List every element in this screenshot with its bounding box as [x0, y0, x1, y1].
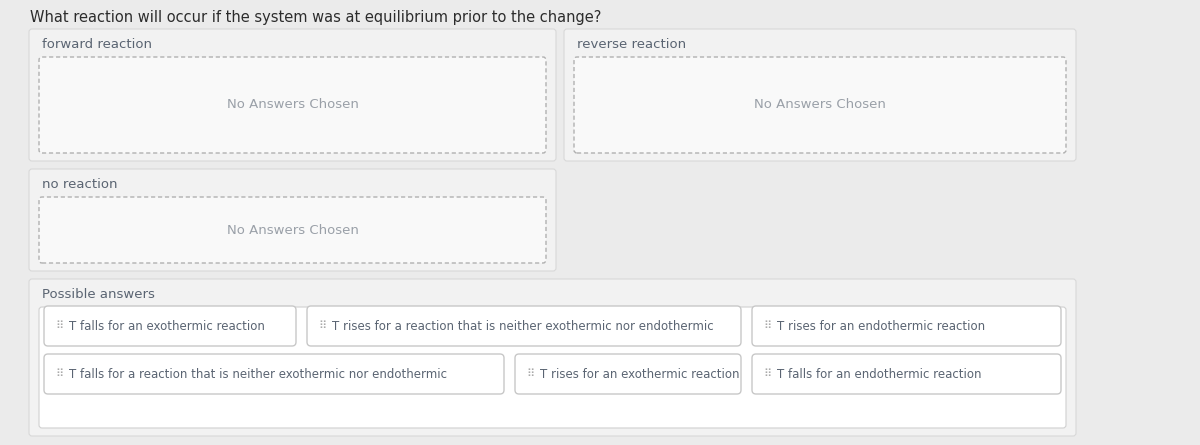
Text: forward reaction: forward reaction — [42, 38, 152, 51]
FancyBboxPatch shape — [44, 306, 296, 346]
Text: T rises for a reaction that is neither exothermic nor endothermic: T rises for a reaction that is neither e… — [332, 320, 714, 332]
FancyBboxPatch shape — [752, 306, 1061, 346]
Text: T falls for a reaction that is neither exothermic nor endothermic: T falls for a reaction that is neither e… — [70, 368, 446, 380]
Text: ⠿: ⠿ — [526, 369, 534, 379]
Text: No Answers Chosen: No Answers Chosen — [227, 98, 359, 112]
FancyBboxPatch shape — [38, 57, 546, 153]
Text: no reaction: no reaction — [42, 178, 118, 191]
Text: T falls for an exothermic reaction: T falls for an exothermic reaction — [70, 320, 265, 332]
FancyBboxPatch shape — [44, 354, 504, 394]
FancyBboxPatch shape — [564, 29, 1076, 161]
Text: T rises for an endothermic reaction: T rises for an endothermic reaction — [778, 320, 985, 332]
FancyBboxPatch shape — [515, 354, 742, 394]
FancyBboxPatch shape — [38, 197, 546, 263]
Text: ⠿: ⠿ — [55, 321, 64, 331]
Text: ⠿: ⠿ — [763, 321, 772, 331]
FancyBboxPatch shape — [29, 279, 1076, 436]
FancyBboxPatch shape — [574, 57, 1066, 153]
Text: No Answers Chosen: No Answers Chosen — [227, 223, 359, 236]
Text: ⠿: ⠿ — [318, 321, 326, 331]
FancyBboxPatch shape — [307, 306, 742, 346]
Text: reverse reaction: reverse reaction — [577, 38, 686, 51]
FancyBboxPatch shape — [38, 307, 1066, 428]
Text: What reaction will occur if the system was at equilibrium prior to the change?: What reaction will occur if the system w… — [30, 10, 601, 25]
Text: ⠿: ⠿ — [55, 369, 64, 379]
Text: T falls for an endothermic reaction: T falls for an endothermic reaction — [778, 368, 982, 380]
Text: T rises for an exothermic reaction: T rises for an exothermic reaction — [540, 368, 739, 380]
FancyBboxPatch shape — [29, 29, 556, 161]
FancyBboxPatch shape — [752, 354, 1061, 394]
Text: No Answers Chosen: No Answers Chosen — [754, 98, 886, 112]
Text: ⠿: ⠿ — [763, 369, 772, 379]
Text: Possible answers: Possible answers — [42, 288, 155, 301]
FancyBboxPatch shape — [29, 169, 556, 271]
